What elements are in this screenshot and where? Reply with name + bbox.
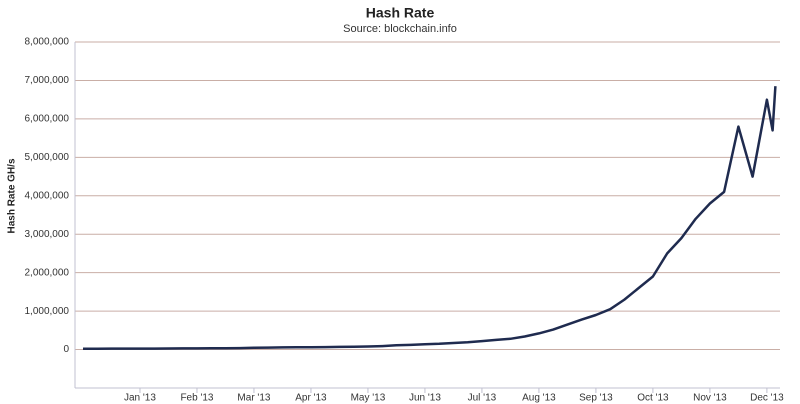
y-tick-label: 0 (63, 344, 69, 355)
chart-title: Hash Rate (366, 5, 435, 21)
y-tick-label: 2,000,000 (25, 267, 70, 278)
x-tick-label: Jan '13 (124, 393, 156, 404)
y-tick-label: 3,000,000 (25, 229, 70, 240)
x-tick-label: Jul '13 (468, 393, 497, 404)
chart-subtitle: Source: blockchain.info (343, 23, 457, 35)
y-tick-label: 6,000,000 (25, 114, 70, 125)
y-tick-label: 5,000,000 (25, 152, 70, 163)
y-tick-label: 4,000,000 (25, 190, 70, 201)
x-tick-label: Jun '13 (409, 393, 441, 404)
x-tick-label: Aug '13 (522, 393, 556, 404)
x-tick-label: Dec '13 (750, 393, 784, 404)
x-tick-label: Mar '13 (237, 393, 270, 404)
x-tick-label: May '13 (351, 393, 386, 404)
y-tick-label: 7,000,000 (25, 75, 70, 86)
line-series (83, 86, 777, 350)
y-axis-label: Hash Rate GH/s (7, 158, 18, 233)
y-tick-label: 8,000,000 (25, 37, 70, 48)
x-tick-label: Feb '13 (180, 393, 213, 404)
x-tick-label: Apr '13 (295, 393, 327, 404)
x-tick-label: Sep '13 (579, 393, 613, 404)
x-tick-label: Nov '13 (693, 393, 727, 404)
x-tick-label: Oct '13 (637, 393, 669, 404)
y-tick-label: 1,000,000 (25, 306, 70, 317)
